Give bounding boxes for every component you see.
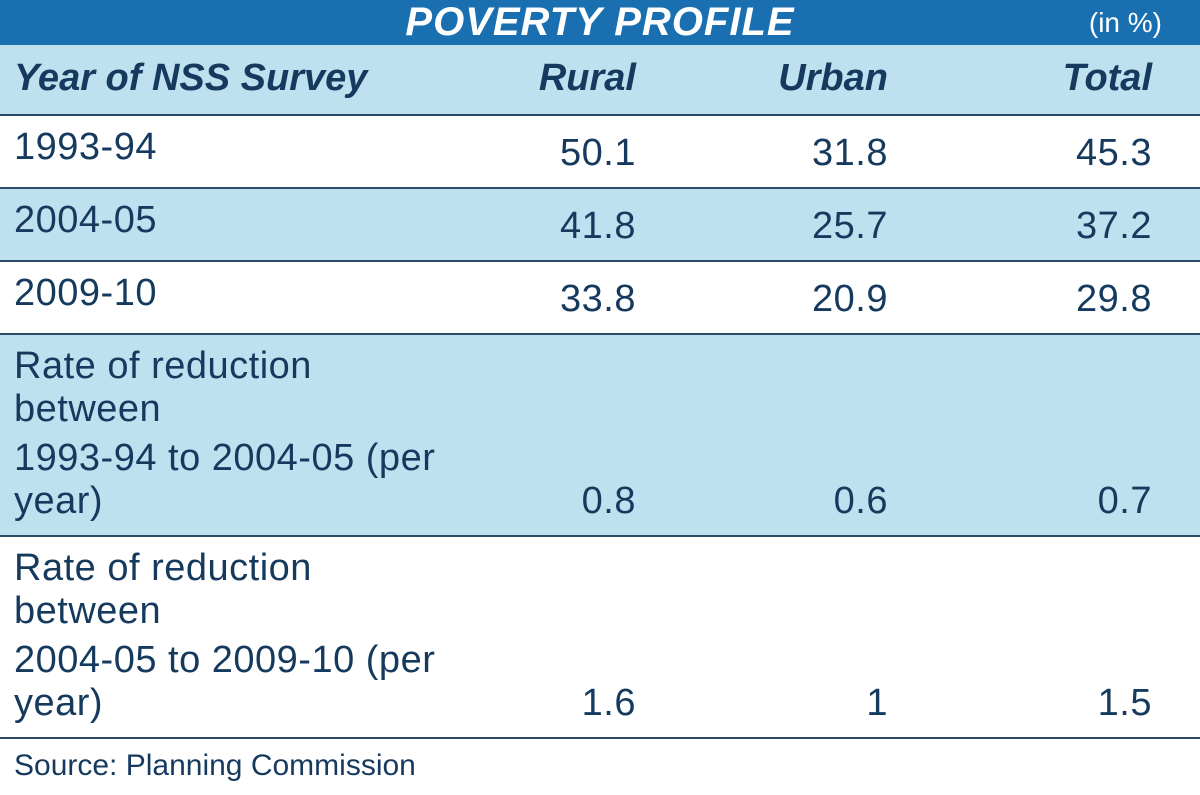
table-row: 2009-10 33.8 20.9 29.8 bbox=[0, 261, 1200, 334]
table-row: Rate of reduction between 2004-05 to 200… bbox=[0, 536, 1200, 738]
table-title: POVERTY PROFILE bbox=[405, 0, 794, 45]
cell-total: 45.3 bbox=[948, 115, 1200, 188]
cell-urban: 1 bbox=[696, 536, 948, 738]
cell-rural: 33.8 bbox=[456, 261, 696, 334]
row-label: 2009-10 bbox=[0, 261, 456, 334]
header-row: Year of NSS Survey Rural Urban Total bbox=[0, 45, 1200, 115]
title-bar: POVERTY PROFILE (in %) bbox=[0, 0, 1200, 45]
col-header-total: Total bbox=[948, 45, 1200, 115]
data-table: Year of NSS Survey Rural Urban Total 199… bbox=[0, 45, 1200, 739]
cell-urban: 31.8 bbox=[696, 115, 948, 188]
cell-total: 37.2 bbox=[948, 188, 1200, 261]
source-note: Source: Planning Commission bbox=[0, 739, 1200, 795]
row-label: 1993-94 bbox=[0, 115, 456, 188]
table-row: 1993-94 50.1 31.8 45.3 bbox=[0, 115, 1200, 188]
table-row: Rate of reduction between 1993-94 to 200… bbox=[0, 334, 1200, 536]
row-label: Rate of reduction between 1993-94 to 200… bbox=[0, 334, 456, 536]
table-row: 2004-05 41.8 25.7 37.2 bbox=[0, 188, 1200, 261]
cell-rural: 0.8 bbox=[456, 334, 696, 536]
cell-urban: 25.7 bbox=[696, 188, 948, 261]
col-header-year: Year of NSS Survey bbox=[0, 45, 456, 115]
cell-total: 1.5 bbox=[948, 536, 1200, 738]
cell-rural: 50.1 bbox=[456, 115, 696, 188]
poverty-profile-table: POVERTY PROFILE (in %) Year of NSS Surve… bbox=[0, 0, 1200, 627]
cell-rural: 41.8 bbox=[456, 188, 696, 261]
cell-urban: 20.9 bbox=[696, 261, 948, 334]
col-header-urban: Urban bbox=[696, 45, 948, 115]
row-label: Rate of reduction between 2004-05 to 200… bbox=[0, 536, 456, 738]
cell-total: 0.7 bbox=[948, 334, 1200, 536]
cell-rural: 1.6 bbox=[456, 536, 696, 738]
cell-urban: 0.6 bbox=[696, 334, 948, 536]
row-label: 2004-05 bbox=[0, 188, 456, 261]
unit-label: (in %) bbox=[1089, 7, 1162, 39]
cell-total: 29.8 bbox=[948, 261, 1200, 334]
col-header-rural: Rural bbox=[456, 45, 696, 115]
